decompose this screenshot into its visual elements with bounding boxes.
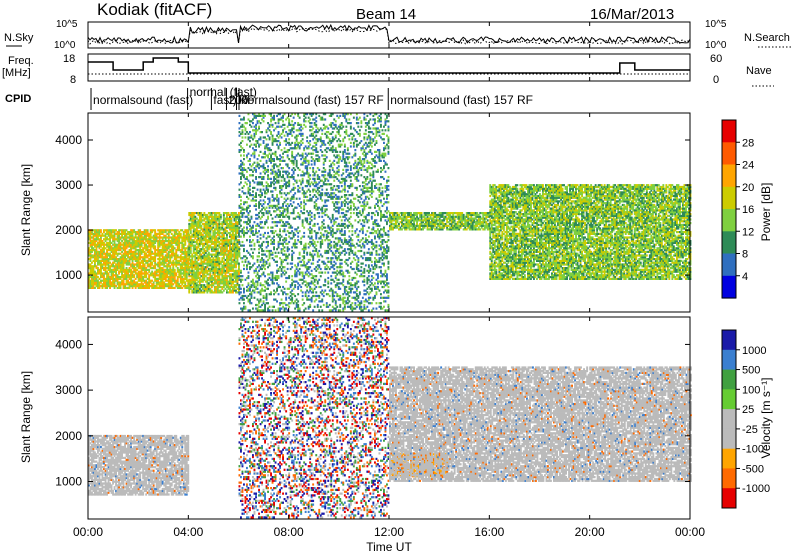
freq-tick-high: 18 (63, 53, 75, 65)
noise-traces (88, 25, 690, 44)
freq-label: Freq. (8, 55, 34, 67)
noise-left-tick-low: 10^0 (54, 40, 76, 51)
cpid-mode-label: normalsound (fast) (93, 93, 193, 107)
date-title: 16/Mar/2013 (590, 6, 674, 23)
noise-left-label: N.Sky (4, 32, 34, 44)
heatmap-cell (154, 229, 156, 231)
power-heatmap (88, 113, 691, 312)
station-title: Kodiak (fitACF) (97, 0, 212, 19)
freq-traces (88, 58, 690, 74)
beam-title: Beam 14 (356, 6, 416, 23)
noise-left-tick-high: 10^5 (56, 19, 78, 30)
freq-unit-label: [MHz] (2, 67, 31, 79)
heatmap-cell (154, 245, 156, 247)
heatmap-cell (100, 229, 102, 231)
noise-sky-trace (88, 25, 690, 43)
cpid-mode-label: normalsound (fast) 157 RF (241, 93, 384, 107)
freq-tick-low: 8 (70, 74, 76, 86)
cpid-label: CPID (5, 93, 31, 105)
nave-tick-low: 0 (713, 74, 719, 86)
nave-tick-high: 60 (710, 53, 722, 65)
radar-plot: Kodiak (fitACF) Beam 14 16/Mar/2013 N.Sk… (0, 0, 800, 554)
noise-right-label: N.Search (744, 32, 790, 44)
nave-label: Nave (746, 65, 772, 77)
noise-right-tick-low: 10^0 (705, 40, 727, 51)
heatmap-cell (147, 229, 149, 231)
freq-trace (88, 58, 690, 73)
noise-search-trace (88, 28, 690, 44)
cpid-mode-label: normalsound (fast) 157 RF (390, 93, 533, 107)
cpid-row: normalsound (fast)normal (fast)fast)200R… (91, 85, 533, 110)
noise-right-tick-high: 10^5 (705, 19, 727, 30)
